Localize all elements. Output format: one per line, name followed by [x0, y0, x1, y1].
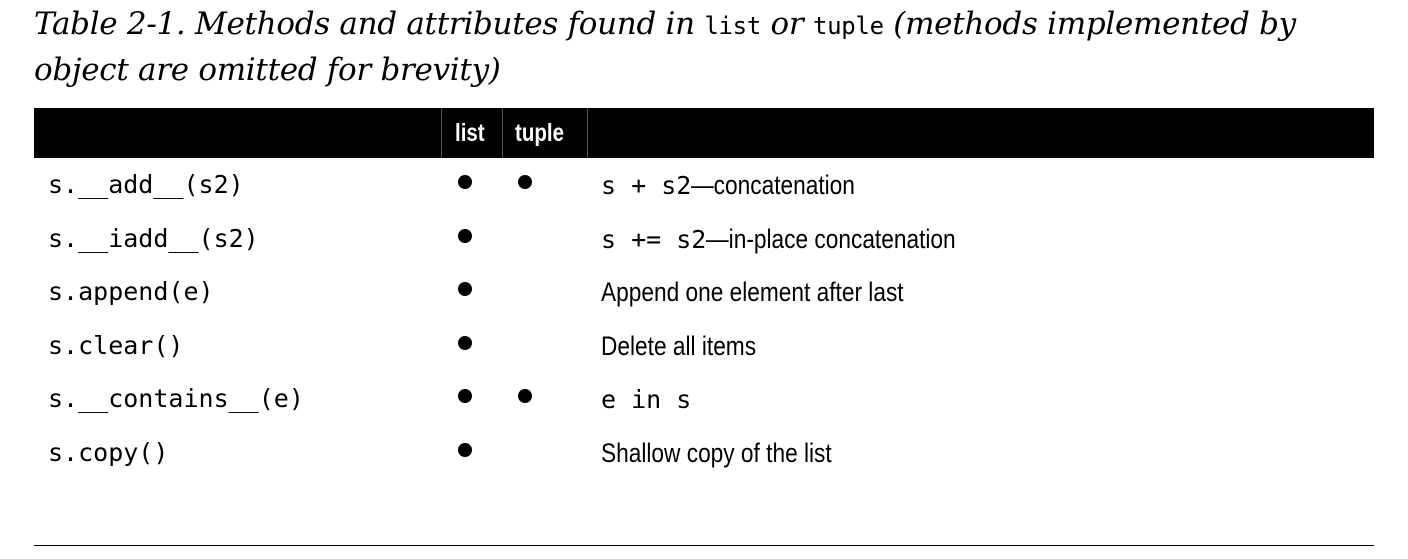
description-text: Shallow copy of the list	[601, 437, 832, 468]
caption-code-tuple: tuple	[812, 12, 884, 40]
description-cell: e in s	[601, 382, 691, 417]
method-cell: s.append(e)	[48, 277, 214, 306]
list-bullet-icon	[458, 175, 472, 189]
list-bullet-icon	[458, 389, 472, 403]
header-divider	[502, 108, 503, 158]
description-text: Delete all items	[601, 330, 757, 361]
method-cell: s.clear()	[48, 330, 184, 360]
list-bullet-icon	[458, 282, 472, 296]
header-divider	[587, 108, 588, 158]
description-code: s += s2	[601, 224, 707, 254]
table-body: s.__add__(s2) s + s2—concatenation s.__iad…	[34, 158, 1374, 479]
methods-table: list tuple s.__add__(s2) s + s2—concatena…	[34, 108, 1374, 479]
header-list: list	[455, 119, 485, 147]
table-row: s.__add__(s2) s + s2—concatenation	[34, 158, 1374, 212]
description-text: —in-place concatenation	[706, 223, 956, 254]
tuple-bullet-icon	[518, 175, 532, 189]
list-bullet-icon	[458, 335, 472, 350]
table-row: s.append(e) Append one element after last	[34, 265, 1374, 319]
header-tuple: tuple	[515, 119, 564, 147]
tuple-bullet-icon	[518, 389, 532, 403]
caption-text-part1: Table 2-1. Methods and attributes found …	[34, 6, 705, 42]
method-cell: s.__contains__(e)	[48, 384, 304, 413]
description-cell: s += s2—in-place concatenation	[601, 222, 1004, 257]
description-code: e in s	[601, 385, 692, 414]
description-cell: Append one element after last	[601, 275, 961, 309]
table-row: s.copy() Shallow copy of the list	[34, 426, 1374, 480]
method-cell: s.__add__(s2)	[48, 170, 244, 199]
method-cell: s.__iadd__(s2)	[48, 223, 259, 253]
description-cell: Delete all items	[601, 329, 786, 363]
method-cell: s.copy()	[48, 437, 169, 467]
table-header: list tuple	[34, 108, 1374, 158]
caption-code-list: list	[704, 12, 761, 40]
caption-text-part2: or	[760, 6, 813, 42]
table-row: s.__contains__(e) e in s	[34, 372, 1374, 426]
table-row: s.__iadd__(s2) s += s2—in-place concatena…	[34, 212, 1374, 266]
table-caption: Table 2-1. Methods and attributes found …	[34, 2, 1384, 92]
table-row: s.clear() Delete all items	[34, 319, 1374, 373]
description-text: Append one element after last	[601, 277, 904, 307]
description-code: s + s2	[601, 171, 692, 200]
description-cell: s + s2—concatenation	[601, 168, 886, 203]
list-bullet-icon	[458, 442, 472, 457]
bottom-rule	[34, 545, 1374, 546]
description-cell: Shallow copy of the list	[601, 436, 876, 470]
caption-text-part3: (methods implemented by object are omitt…	[34, 6, 1296, 88]
list-bullet-icon	[458, 228, 472, 243]
description-text: —concatenation	[691, 170, 856, 200]
header-divider	[441, 108, 442, 158]
